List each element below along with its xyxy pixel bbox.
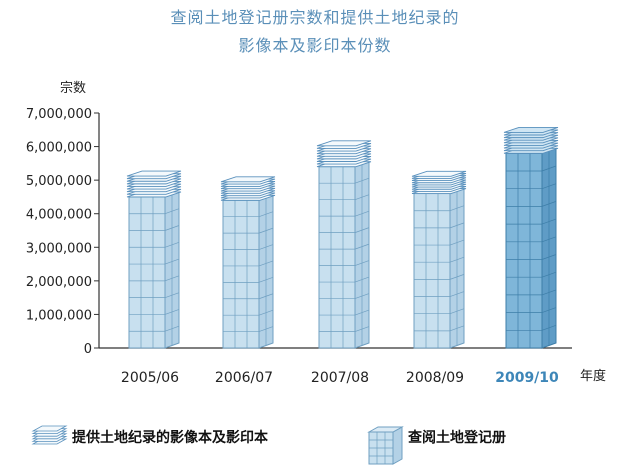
legend-register-block-icon xyxy=(367,426,404,465)
legend-block-side xyxy=(392,426,403,465)
chart-title-line-1: 查阅土地登记册宗数和提供土地纪录的 xyxy=(170,8,459,27)
y-tick-label: 5,000,000 xyxy=(26,174,92,189)
bar-copies-sheet xyxy=(220,176,276,183)
bar-group xyxy=(316,140,372,349)
y-axis-label: 宗数 xyxy=(60,80,86,96)
bar-register-front xyxy=(413,193,451,349)
legend-paper-stack-icon xyxy=(31,425,68,445)
bar-copies-sheet xyxy=(411,170,467,177)
axes: 0 1,000,000 2,000,000 3,000,000 4,000,000 5,0… xyxy=(26,107,572,357)
x-axis-label: 年度 xyxy=(580,368,606,384)
x-tick-label: 2007/08 xyxy=(311,370,369,386)
y-tick-label: 1,000,000 xyxy=(26,308,92,323)
chart-title-line-2: 影像本及影印本份数 xyxy=(238,36,391,55)
bar-copies-sheet xyxy=(126,170,182,177)
x-tick-label: 2006/07 xyxy=(215,370,273,386)
bar-group xyxy=(411,170,467,349)
bar-register-front xyxy=(318,166,356,349)
bar-register-front xyxy=(505,152,543,349)
bar-group xyxy=(220,176,276,349)
x-tick-label: 2005/06 xyxy=(121,370,179,386)
x-tick-labels: 2005/06 2006/07 2007/08 2008/09 2009/10 xyxy=(121,370,559,386)
x-tick-label: 2008/09 xyxy=(406,370,464,386)
y-tick-label: 3,000,000 xyxy=(26,241,92,256)
bar-group xyxy=(126,170,182,349)
legend-label-copies: 提供土地纪录的影像本及影印本 xyxy=(72,429,269,446)
bar-copies-sheet xyxy=(503,126,559,133)
x-tick-label: 2009/10 xyxy=(495,370,559,386)
y-tick-label: 2,000,000 xyxy=(26,275,92,290)
bar-copies-sheet xyxy=(316,140,372,147)
bars xyxy=(126,126,559,349)
bar-group xyxy=(503,126,559,349)
bar-register-front xyxy=(222,199,260,349)
y-tick-label: 7,000,000 xyxy=(26,107,92,122)
legend: 提供土地纪录的影像本及影印本 查阅土地登记册 xyxy=(31,425,506,465)
y-tick-label: 4,000,000 xyxy=(26,208,92,223)
bar-register-front xyxy=(128,196,166,349)
legend-stack-sheet xyxy=(31,425,68,432)
legend-label-register: 查阅土地登记册 xyxy=(408,429,506,446)
y-tick-label: 6,000,000 xyxy=(26,141,92,156)
y-tick-label: 0 xyxy=(84,342,92,357)
